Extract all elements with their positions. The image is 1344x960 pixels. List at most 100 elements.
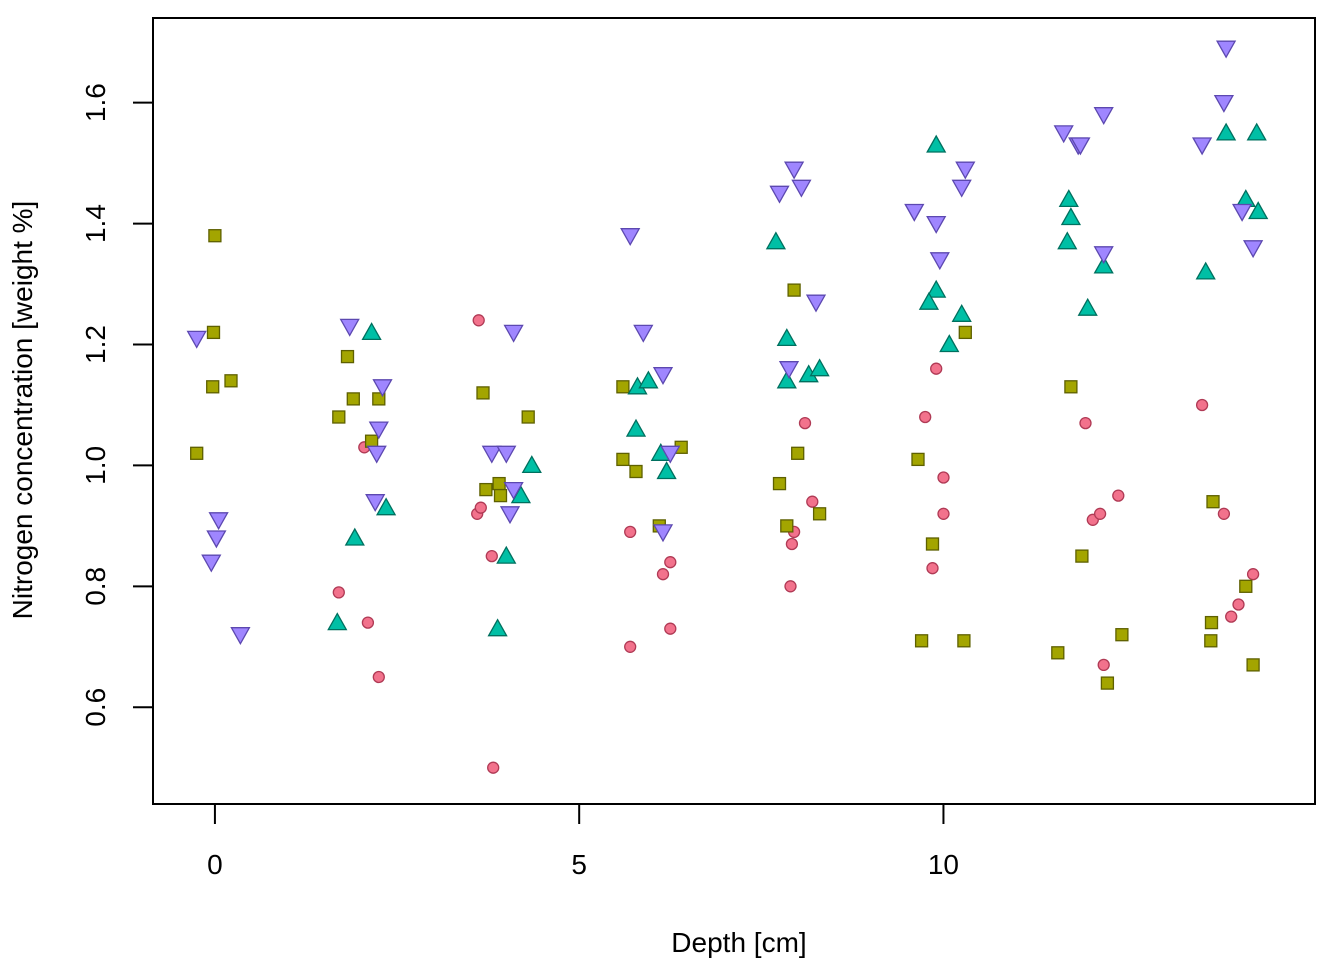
point-square-27 (914, 634, 929, 648)
point-square-20 (787, 283, 801, 297)
point-triangle-down-9 (365, 494, 386, 513)
data-points (186, 40, 1269, 774)
point-square-1 (206, 325, 221, 340)
point-triangle-up-10 (625, 418, 647, 437)
point-triangle-down-26 (926, 215, 947, 234)
point-triangle-up-4 (521, 455, 542, 474)
point-triangle-down-12 (496, 445, 517, 464)
point-triangle-down-27 (929, 252, 950, 271)
x-axis-title: Depth [cm] (671, 927, 806, 958)
point-triangle-up-31 (1246, 122, 1267, 141)
point-square-32 (1051, 646, 1065, 660)
point-triangle-down-23 (805, 294, 827, 313)
point-square-31 (1075, 549, 1089, 563)
point-triangle-up-12 (656, 461, 677, 480)
point-square-3 (206, 380, 220, 394)
point-square-5 (340, 349, 355, 364)
point-triangle-down-6 (372, 379, 393, 398)
point-square-26 (925, 537, 940, 551)
point-square-4 (190, 446, 204, 460)
point-triangle-down-19 (652, 524, 674, 543)
x-tick-label-0: 0 (207, 849, 223, 880)
point-triangle-up-26 (1077, 297, 1098, 316)
point-triangle-up-24 (1060, 207, 1082, 226)
point-triangle-down-17 (652, 367, 674, 386)
point-triangle-up-9 (638, 370, 659, 389)
point-square-22 (791, 446, 805, 460)
point-triangle-down-22 (791, 179, 812, 198)
x-tick-label-10: 10 (928, 849, 959, 880)
point-triangle-down-3 (201, 554, 222, 573)
point-triangle-down-25 (904, 203, 925, 222)
point-square-35 (1206, 495, 1220, 509)
point-circle-7 (485, 549, 498, 563)
point-square-2 (224, 374, 238, 388)
point-circle-22 (937, 507, 950, 520)
x-axis: 0 5 10 (207, 803, 959, 880)
point-square-12 (492, 476, 506, 491)
point-square-0 (208, 229, 222, 243)
point-triangle-down-4 (230, 627, 251, 646)
point-circle-9 (624, 525, 637, 539)
point-square-9 (364, 434, 379, 448)
plot-frame (152, 17, 1316, 805)
point-triangle-down-39 (1242, 240, 1264, 259)
point-circle-14 (798, 416, 812, 430)
point-triangle-down-32 (1093, 107, 1114, 126)
point-square-39 (1246, 658, 1260, 672)
point-triangle-up-27 (1093, 255, 1114, 274)
y-axis: 0.6 0.8 1.0 1.2 1.4 1.6 (80, 83, 154, 727)
point-square-38 (1239, 579, 1253, 593)
point-triangle-down-7 (368, 421, 389, 440)
y-tick-label-1.0: 1.0 (80, 446, 111, 485)
point-circle-1 (332, 586, 345, 599)
point-circle-23 (926, 562, 939, 575)
point-triangle-down-36 (1215, 40, 1237, 59)
point-circle-31 (1232, 598, 1245, 611)
point-triangle-up-20 (918, 291, 940, 310)
point-circle-26 (1093, 507, 1107, 520)
point-square-17 (629, 464, 643, 479)
point-triangle-up-17 (809, 358, 830, 377)
point-triangle-down-28 (955, 161, 976, 180)
point-square-14 (521, 410, 535, 424)
point-circle-2 (361, 616, 375, 629)
point-triangle-down-16 (633, 324, 654, 343)
point-triangle-down-38 (1231, 203, 1253, 222)
point-triangle-down-30 (1053, 125, 1074, 144)
y-tick-label-1.2: 1.2 (80, 325, 111, 364)
y-tick-label-0.6: 0.6 (80, 688, 111, 727)
point-square-16 (616, 452, 630, 467)
point-square-33 (1100, 676, 1115, 690)
point-triangle-down-5 (339, 318, 360, 337)
point-triangle-down-24 (778, 361, 800, 380)
point-circle-15 (806, 495, 819, 508)
point-square-23 (780, 519, 794, 533)
point-circle-3 (372, 670, 385, 684)
point-triangle-up-32 (1248, 201, 1269, 220)
point-triangle-down-1 (208, 512, 229, 531)
point-circle-33 (1246, 568, 1260, 581)
point-triangle-up-21 (951, 303, 972, 322)
point-triangle-up-2 (344, 527, 365, 546)
point-square-21 (772, 476, 787, 491)
point-triangle-up-3 (327, 612, 348, 631)
point-circle-27 (1112, 489, 1125, 502)
point-square-25 (911, 452, 925, 467)
point-triangle-down-13 (503, 481, 524, 500)
point-square-28 (958, 325, 972, 340)
point-circle-10 (624, 640, 637, 653)
point-triangle-up-14 (776, 328, 797, 347)
point-circle-17 (785, 537, 799, 551)
point-triangle-down-15 (620, 228, 641, 247)
y-axis-title: Nitrogen concentration [weight %] (7, 201, 38, 620)
point-square-30 (1064, 380, 1078, 394)
point-triangle-down-8 (366, 445, 387, 464)
point-circle-21 (937, 471, 950, 484)
point-square-36 (1204, 615, 1219, 630)
point-triangle-down-37 (1213, 94, 1235, 113)
point-triangle-down-18 (660, 445, 681, 464)
point-triangle-down-35 (1191, 137, 1213, 156)
point-triangle-down-2 (206, 530, 227, 549)
